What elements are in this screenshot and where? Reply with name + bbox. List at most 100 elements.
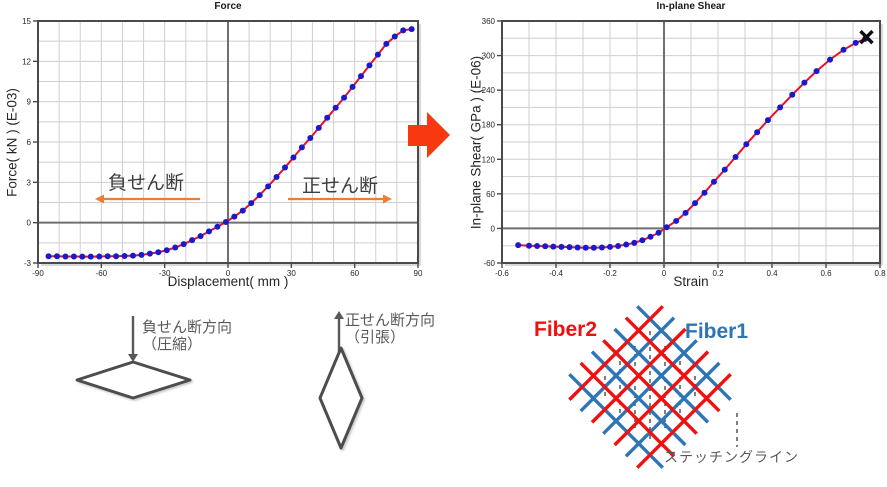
- x-tick-label: 0.6: [820, 269, 832, 278]
- data-point: [400, 27, 407, 34]
- data-point: [298, 144, 305, 151]
- data-point: [515, 242, 522, 249]
- data-point: [574, 244, 581, 251]
- data-point: [332, 104, 339, 111]
- data-point: [631, 239, 638, 246]
- data-point: [615, 243, 622, 250]
- left-chart-title: Force: [214, 1, 242, 12]
- data-point: [206, 228, 212, 235]
- data-point: [673, 217, 680, 224]
- y-tick-label: 0: [491, 224, 496, 233]
- data-point: [754, 129, 761, 136]
- plot-border: [501, 20, 881, 264]
- data-point: [197, 233, 204, 240]
- data-point: [710, 178, 717, 185]
- tension-arrow-icon-head: [334, 311, 344, 319]
- y-tick-label: 240: [482, 86, 496, 95]
- fiber1-label: Fiber1: [685, 320, 749, 343]
- data-point: [764, 117, 771, 124]
- x-tick-label: 60: [350, 269, 359, 278]
- x-tick-label: 30: [287, 269, 296, 278]
- data-point: [582, 244, 589, 251]
- data-point: [62, 253, 69, 260]
- data-point: [732, 153, 739, 160]
- data-point: [290, 154, 297, 161]
- data-line: [518, 37, 866, 249]
- right-chart-title: In-plane Shear: [656, 1, 726, 12]
- data-point: [155, 249, 162, 256]
- data-point: [222, 218, 229, 225]
- data-point: [130, 252, 136, 259]
- fiber2-label: Fiber2: [534, 318, 598, 341]
- x-tick-label: 90: [414, 269, 423, 278]
- fiber2-line: [568, 305, 664, 401]
- x-tick-label: -0.2: [603, 269, 617, 278]
- left-chart-ylabel: Force( kN ) (E-03): [4, 88, 20, 197]
- data-point: [789, 91, 796, 98]
- y-tick-label: 9: [27, 98, 32, 107]
- y-tick-label: 6: [27, 138, 32, 147]
- data-point: [682, 209, 689, 216]
- data-point: [96, 253, 103, 260]
- data-point: [598, 244, 605, 251]
- data-point: [214, 223, 221, 230]
- fiber-weave-diagram: [568, 305, 738, 469]
- chart-in-plane-shear: -0.6 -0.4 -0.2 0 0.2 0.4 0.6 0.8 -60 0 60 120 180 240…: [482, 17, 886, 278]
- tension-label-text: 正せん断方向: [345, 312, 436, 329]
- fiber2-line: [579, 361, 676, 458]
- data-point: [590, 244, 597, 251]
- data-point: [87, 253, 94, 260]
- data-point: [104, 253, 111, 260]
- fiber2-line: [590, 327, 687, 424]
- data-point: [852, 39, 859, 46]
- data-point: [248, 200, 255, 207]
- y-tick-label: 120: [482, 155, 496, 164]
- compression-diagram-label: 負せん断方向 （圧縮）: [142, 319, 232, 353]
- y-tick-label: 60: [486, 190, 495, 199]
- y-tick-label: -60: [483, 259, 495, 268]
- data-point: [180, 241, 187, 248]
- fiber2-line: [624, 316, 721, 413]
- data-point: [777, 104, 784, 111]
- x-tick-label: 0: [662, 269, 667, 278]
- x-tick-label: 0: [226, 269, 231, 278]
- x-tick-label: 0.8: [874, 269, 886, 278]
- data-point: [256, 192, 263, 199]
- data-point: [146, 250, 153, 257]
- x-tick-label: 0.2: [712, 269, 724, 278]
- data-point: [113, 253, 120, 260]
- loading-diagrams: [75, 311, 364, 450]
- data-point: [324, 114, 331, 121]
- data-point: [623, 241, 630, 248]
- stitching-line-label: ステッチングライン: [664, 449, 799, 465]
- y-tick-label: 15: [22, 17, 31, 26]
- y-tick-label: 180: [482, 121, 496, 130]
- data-point: [341, 94, 348, 101]
- y-tick-label: 360: [482, 17, 496, 26]
- transition-arrow-group: [408, 112, 450, 158]
- x-tick-label: -0.6: [495, 269, 509, 278]
- data-point: [374, 51, 381, 58]
- data-point: [391, 33, 398, 40]
- data-point: [45, 253, 52, 260]
- data-point: [827, 56, 834, 63]
- data-point: [231, 213, 238, 220]
- data-point: [721, 166, 728, 173]
- data-point: [534, 243, 541, 250]
- data-point: [701, 189, 708, 196]
- compression-sublabel-text: （圧縮）: [142, 336, 203, 353]
- data-point: [239, 207, 246, 214]
- data-point: [408, 26, 415, 33]
- data-point: [647, 233, 654, 240]
- data-point: [801, 79, 808, 86]
- data-point: [639, 237, 646, 244]
- data-point: [743, 141, 750, 148]
- data-point: [655, 229, 662, 236]
- data-point: [558, 243, 565, 250]
- compression-arrow-icon-head: [128, 354, 138, 362]
- data-point: [265, 183, 272, 190]
- x-tick-label: -60: [96, 269, 108, 278]
- data-point: [566, 244, 573, 251]
